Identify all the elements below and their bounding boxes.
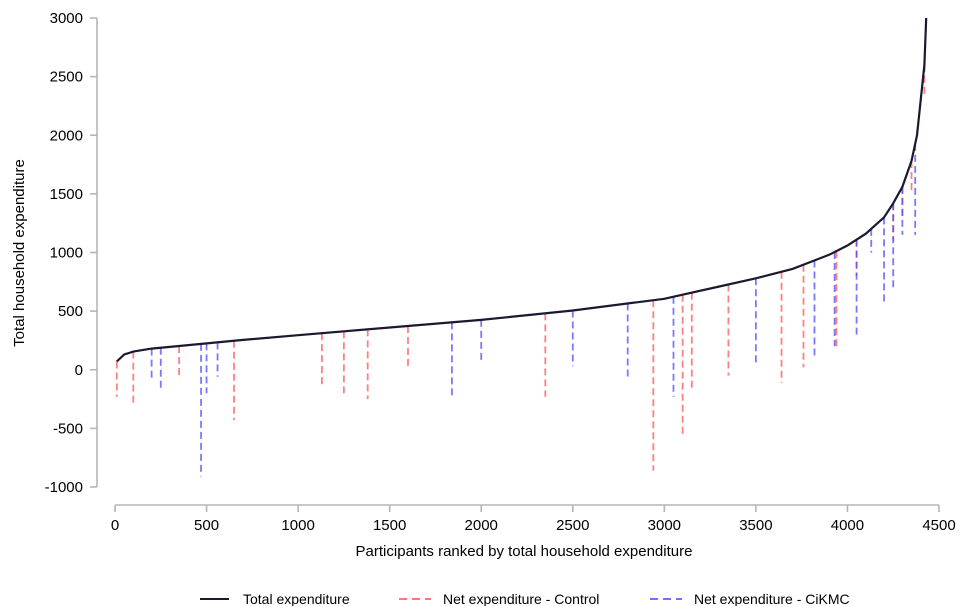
x-tick-label: 3000	[648, 517, 681, 534]
y-tick-label: -500	[53, 420, 83, 437]
total-expenditure-line	[116, 17, 928, 363]
y-tick-label: 500	[58, 303, 83, 320]
y-tick-label: 1000	[50, 245, 83, 262]
x-tick-label: 500	[194, 517, 219, 534]
x-tick-label: 4000	[831, 517, 864, 534]
x-tick-label: 1500	[373, 517, 406, 534]
x-tick-label: 0	[111, 517, 119, 534]
x-tick-label: 2500	[556, 517, 589, 534]
x-tick-label: 4500	[922, 517, 955, 534]
y-tick-label: -1000	[45, 479, 83, 496]
y-tick-label: 3000	[50, 10, 83, 27]
legend: Total expenditure Net expenditure - Cont…	[200, 591, 850, 606]
y-tick-label: 2000	[50, 127, 83, 144]
legend-label-control: Net expenditure - Control	[443, 591, 599, 606]
series-total-expenditure	[116, 17, 928, 363]
y-tick-label: 2500	[50, 69, 83, 86]
x-axis-title: Participants ranked by total household e…	[356, 543, 693, 560]
x-ticks: 0 500 1000 1500 2000 2500 3000 3500 4000 4500	[111, 505, 956, 534]
y-tick-label: 1500	[50, 186, 83, 203]
x-tick-label: 3500	[739, 517, 772, 534]
y-axis-title: Total household expenditure	[11, 159, 28, 347]
series-net-expenditure-control	[115, 64, 926, 471]
y-ticks: -1000 -500 0 500 1000 1500 2000 2500 3000	[45, 10, 97, 496]
x-tick-label: 2000	[465, 517, 498, 534]
series-net-expenditure-cikmc	[150, 64, 926, 477]
y-tick-label: 0	[75, 362, 83, 379]
x-tick-label: 1000	[281, 517, 314, 534]
legend-label-total: Total expenditure	[243, 591, 350, 606]
legend-label-cikmc: Net expenditure - CiKMC	[694, 591, 850, 606]
